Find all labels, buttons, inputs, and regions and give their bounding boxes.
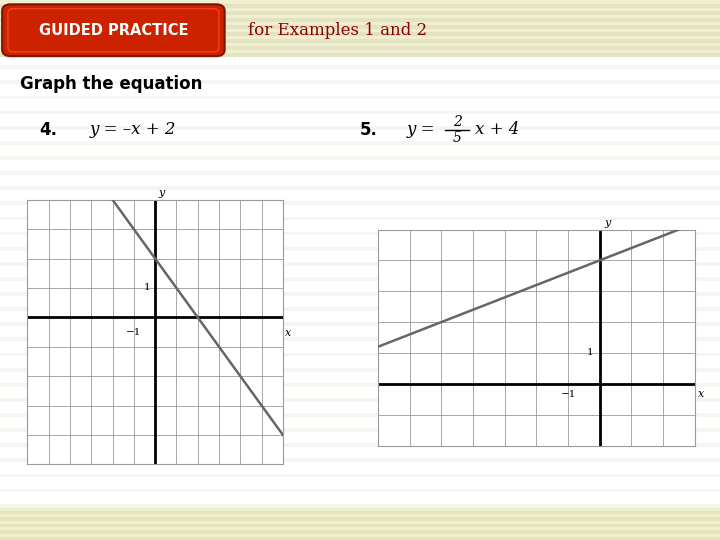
FancyBboxPatch shape [2, 4, 225, 56]
Bar [0, 11, 720, 15]
Bar [0, 18, 720, 22]
Bar [0, 65, 720, 69]
Text: x: x [285, 328, 292, 338]
Bar [0, 141, 720, 145]
Text: 2: 2 [453, 114, 462, 129]
Text: −1: −1 [126, 328, 142, 337]
Text: x: x [698, 389, 704, 400]
Bar [0, 46, 720, 50]
Text: y: y [158, 188, 165, 198]
Bar [0, 201, 720, 205]
Bar [0, 277, 720, 281]
Bar [0, 80, 720, 84]
Bar [0, 217, 720, 220]
Bar [0, 383, 720, 387]
Bar [0, 50, 720, 54]
Text: 5.: 5. [360, 120, 378, 139]
Bar [0, 96, 720, 99]
Text: y: y [605, 218, 611, 228]
Text: x + 4: x + 4 [475, 121, 520, 138]
Bar [0, 458, 720, 462]
Bar [0, 474, 720, 477]
Bar [0, 537, 720, 540]
Bar [0, 292, 720, 296]
Text: y =: y = [407, 121, 436, 138]
Bar [0, 517, 720, 521]
Bar [0, 32, 720, 36]
FancyBboxPatch shape [0, 32, 720, 508]
Bar [0, 0, 720, 32]
Bar [0, 186, 720, 190]
Bar [0, 156, 720, 160]
Bar [0, 35, 720, 39]
Bar [0, 398, 720, 402]
Bar [0, 247, 720, 251]
Bar [0, 428, 720, 432]
Text: 4.: 4. [40, 120, 58, 139]
Bar [0, 413, 720, 417]
Bar [0, 322, 720, 326]
Text: 5: 5 [453, 131, 462, 145]
Bar [0, 24, 720, 32]
Bar [0, 530, 720, 534]
FancyBboxPatch shape [0, 508, 720, 540]
Text: GUIDED PRACTICE: GUIDED PRACTICE [39, 23, 189, 38]
Text: Graph the equation: Graph the equation [20, 75, 202, 93]
Text: 1: 1 [587, 348, 593, 357]
Bar [0, 9, 720, 32]
Bar [0, 262, 720, 266]
Bar [0, 4, 720, 8]
Bar [0, 368, 720, 372]
Bar [0, 511, 720, 514]
FancyBboxPatch shape [0, 0, 720, 57]
Bar [0, 489, 720, 492]
Bar [0, 504, 720, 508]
Bar [0, 53, 720, 57]
Bar [0, 39, 720, 43]
Text: y = –x + 2: y = –x + 2 [90, 121, 176, 138]
Bar [0, 232, 720, 235]
Bar [0, 25, 720, 29]
Bar [0, 171, 720, 175]
Bar [0, 524, 720, 527]
Bar [0, 307, 720, 311]
Text: for Examples 1 and 2: for Examples 1 and 2 [248, 22, 428, 39]
Text: −1: −1 [560, 390, 576, 399]
Bar [0, 443, 720, 447]
Bar [0, 111, 720, 114]
Bar [0, 126, 720, 130]
Bar [0, 353, 720, 356]
Text: 1: 1 [144, 284, 151, 293]
Bar [0, 338, 720, 341]
